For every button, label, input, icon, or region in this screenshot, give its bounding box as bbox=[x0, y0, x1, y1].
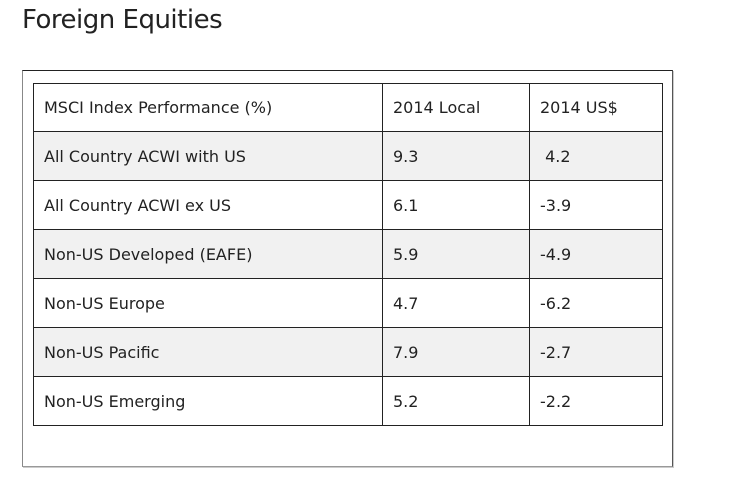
column-header-2014-local: 2014 Local bbox=[382, 83, 530, 132]
table-row: Non-US Developed (EAFE) 5.9 -4.9 bbox=[33, 229, 663, 279]
usd-return-cell: -2.2 bbox=[529, 376, 663, 426]
local-return-cell: 6.1 bbox=[382, 180, 530, 230]
table-row: All Country ACWI ex US 6.1 -3.9 bbox=[33, 180, 663, 230]
local-return-cell: 5.2 bbox=[382, 376, 530, 426]
column-header-index: MSCI Index Performance (%) bbox=[33, 83, 383, 132]
index-name-cell: Non-US Europe bbox=[33, 278, 383, 328]
table-row: Non-US Emerging 5.2 -2.2 bbox=[33, 376, 663, 426]
table-row: All Country ACWI with US 9.3 4.2 bbox=[33, 131, 663, 181]
table-frame bbox=[22, 70, 673, 467]
usd-return-cell: 4.2 bbox=[529, 131, 663, 181]
index-name-cell: All Country ACWI ex US bbox=[33, 180, 383, 230]
table-row: Non-US Pacific 7.9 -2.7 bbox=[33, 327, 663, 377]
local-return-cell: 9.3 bbox=[382, 131, 530, 181]
usd-return-cell: -4.9 bbox=[529, 229, 663, 279]
msci-performance-table: MSCI Index Performance (%) 2014 Local 20… bbox=[33, 83, 663, 426]
index-name-cell: Non-US Developed (EAFE) bbox=[33, 229, 383, 279]
usd-return-cell: -6.2 bbox=[529, 278, 663, 328]
usd-return-cell: -3.9 bbox=[529, 180, 663, 230]
index-name-cell: All Country ACWI with US bbox=[33, 131, 383, 181]
usd-return-cell: -2.7 bbox=[529, 327, 663, 377]
table-header-row: MSCI Index Performance (%) 2014 Local 20… bbox=[33, 83, 663, 132]
index-name-cell: Non-US Emerging bbox=[33, 376, 383, 426]
table-row: Non-US Europe 4.7 -6.2 bbox=[33, 278, 663, 328]
page-title: Foreign Equities bbox=[22, 5, 223, 35]
column-header-2014-usd: 2014 US$ bbox=[529, 83, 663, 132]
index-name-cell: Non-US Pacific bbox=[33, 327, 383, 377]
local-return-cell: 7.9 bbox=[382, 327, 530, 377]
local-return-cell: 4.7 bbox=[382, 278, 530, 328]
local-return-cell: 5.9 bbox=[382, 229, 530, 279]
